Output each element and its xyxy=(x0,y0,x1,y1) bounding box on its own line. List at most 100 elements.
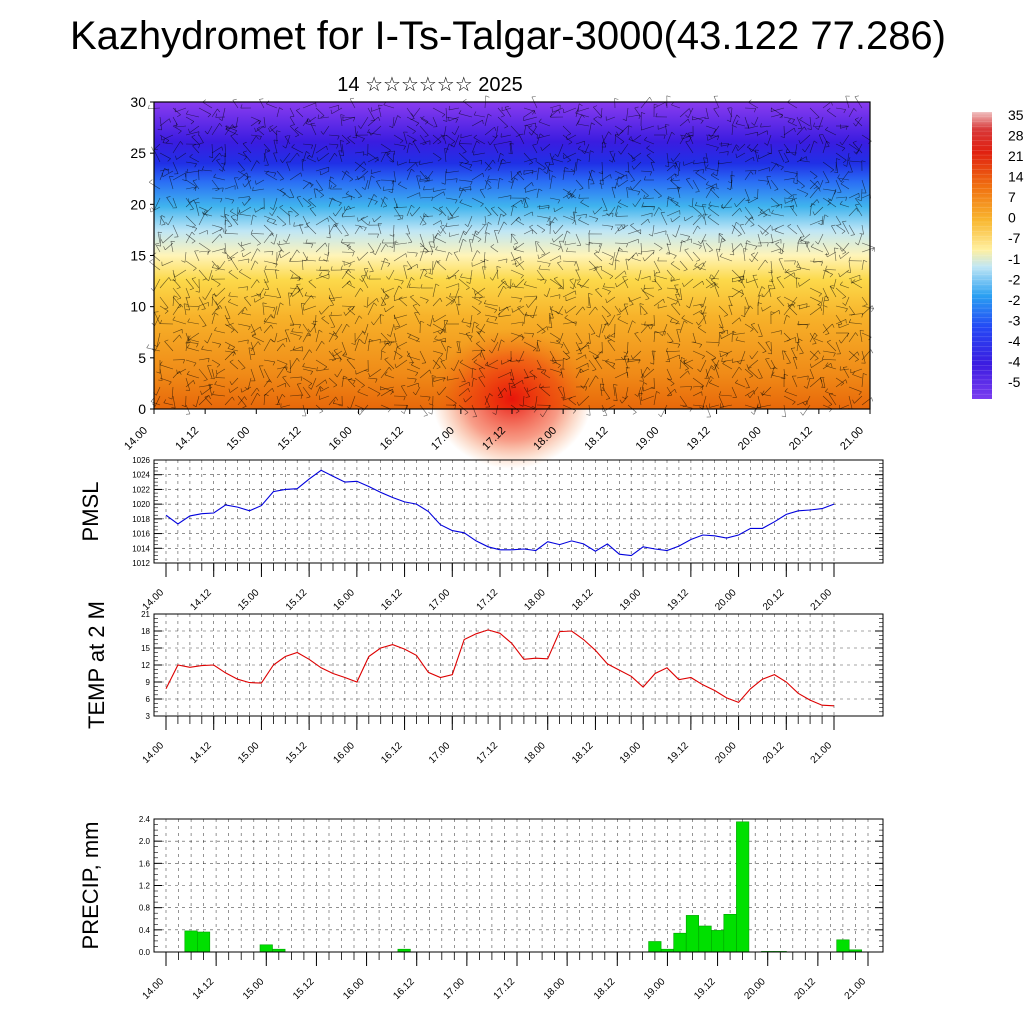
wind-barb xyxy=(440,224,447,234)
wind-barb xyxy=(198,302,209,307)
wind-barb-flag xyxy=(606,314,611,318)
wind-barb xyxy=(622,276,629,289)
wind-barb xyxy=(419,140,431,145)
wind-barb-flag xyxy=(701,215,705,219)
wind-barb xyxy=(657,305,668,309)
wind-barb xyxy=(305,123,317,127)
wind-barb-flag xyxy=(781,415,786,418)
wind-barb xyxy=(549,242,561,248)
wind-barb xyxy=(497,141,512,145)
wind-barb-flag xyxy=(441,340,446,342)
wind-barb xyxy=(391,179,395,193)
wind-barb xyxy=(419,268,425,280)
wind-barb xyxy=(679,240,683,253)
wind-barb-flag xyxy=(570,216,575,219)
colorbar-label: -5 xyxy=(1008,374,1021,390)
wind-barb-flag xyxy=(340,265,343,270)
wind-barb-flag xyxy=(186,370,190,375)
wind-barb-flag xyxy=(240,249,245,252)
wind-barb xyxy=(264,269,278,271)
wind-barb xyxy=(269,126,278,136)
wind-barb xyxy=(730,179,733,190)
wind-barb xyxy=(744,390,754,397)
wind-barb-flag xyxy=(741,315,745,317)
wind-barb-flag xyxy=(436,259,441,263)
wind-barb xyxy=(809,180,818,190)
wind-barb-flag xyxy=(487,113,492,117)
wind-barb-flag xyxy=(284,363,288,368)
wind-barb-flag xyxy=(387,408,391,413)
wind-barb xyxy=(575,140,585,145)
wind-barb xyxy=(229,386,239,393)
wind-barb-flag xyxy=(793,272,796,277)
wind-barb-flag xyxy=(265,149,270,152)
wind-barb xyxy=(679,260,688,270)
colorbar-label: -7 xyxy=(1008,230,1021,246)
wind-barb xyxy=(432,220,442,226)
wind-barb-flag xyxy=(711,367,715,371)
wind-barb-flag xyxy=(300,172,303,177)
wind-barb-flag xyxy=(654,103,658,106)
wind-barb xyxy=(632,152,642,160)
wind-barb xyxy=(341,242,351,247)
wind-barb-flag xyxy=(489,393,493,397)
wind-barb xyxy=(198,250,209,253)
wind-barb xyxy=(666,131,672,145)
wind-barb-flag xyxy=(188,128,190,133)
wind-barb-flag xyxy=(220,198,223,203)
wind-barb xyxy=(185,339,188,352)
wind-barb xyxy=(564,317,577,325)
wind-barb-flag xyxy=(198,169,203,172)
wind-barb-flag xyxy=(326,145,328,150)
wind-barb xyxy=(617,318,629,325)
wind-barb-flag xyxy=(473,377,478,381)
wind-barb-flag xyxy=(666,347,668,352)
wind-barb-flag xyxy=(749,355,753,360)
wind-barb-flag xyxy=(423,212,425,217)
wind-barb xyxy=(855,204,863,217)
wind-barb xyxy=(150,206,161,213)
wind-barb-flag xyxy=(814,358,819,361)
wind-barb xyxy=(835,143,846,149)
wind-barb xyxy=(799,160,811,163)
wind-barb-flag xyxy=(302,362,305,367)
wind-barb-flag xyxy=(425,300,429,304)
wind-barb-flag xyxy=(371,175,375,179)
wind-barb xyxy=(626,187,629,199)
wind-barb xyxy=(484,215,487,226)
wind-barb xyxy=(782,350,785,361)
wind-barb xyxy=(484,232,487,244)
wind-barb-flag xyxy=(243,150,247,153)
wind-barb xyxy=(276,287,282,298)
wind-barb xyxy=(861,247,875,253)
wind-barb xyxy=(536,205,550,208)
wind-barb xyxy=(416,175,421,190)
wind-barb xyxy=(820,296,824,307)
wind-barb-flag xyxy=(429,369,432,374)
wind-barb-flag xyxy=(709,274,712,279)
wind-barb xyxy=(703,213,707,226)
wind-barb xyxy=(320,305,330,315)
wind-barb xyxy=(744,404,757,409)
wind-barb xyxy=(783,332,791,340)
wind-barb xyxy=(653,101,667,109)
wind-barb xyxy=(602,404,616,412)
wind-barb xyxy=(367,298,378,307)
wind-barb xyxy=(406,107,415,119)
wind-barb-flag xyxy=(654,330,659,333)
wind-barb xyxy=(535,241,538,253)
wind-barb-flag xyxy=(373,302,378,306)
wind-barb-flag xyxy=(861,160,866,163)
wind-barb xyxy=(736,152,746,158)
wind-barb-flag xyxy=(620,141,625,145)
wind-barb-flag xyxy=(459,186,461,191)
wind-barb xyxy=(444,148,447,163)
wind-barb-flag xyxy=(398,356,403,360)
wind-barb xyxy=(640,287,650,299)
wind-barb-flag xyxy=(215,373,218,378)
wind-barb-flag xyxy=(150,287,154,292)
wind-barb-flag xyxy=(270,241,275,245)
wind-barb xyxy=(601,269,614,277)
wind-barb-flag xyxy=(504,388,508,392)
wind-barb xyxy=(497,280,506,289)
